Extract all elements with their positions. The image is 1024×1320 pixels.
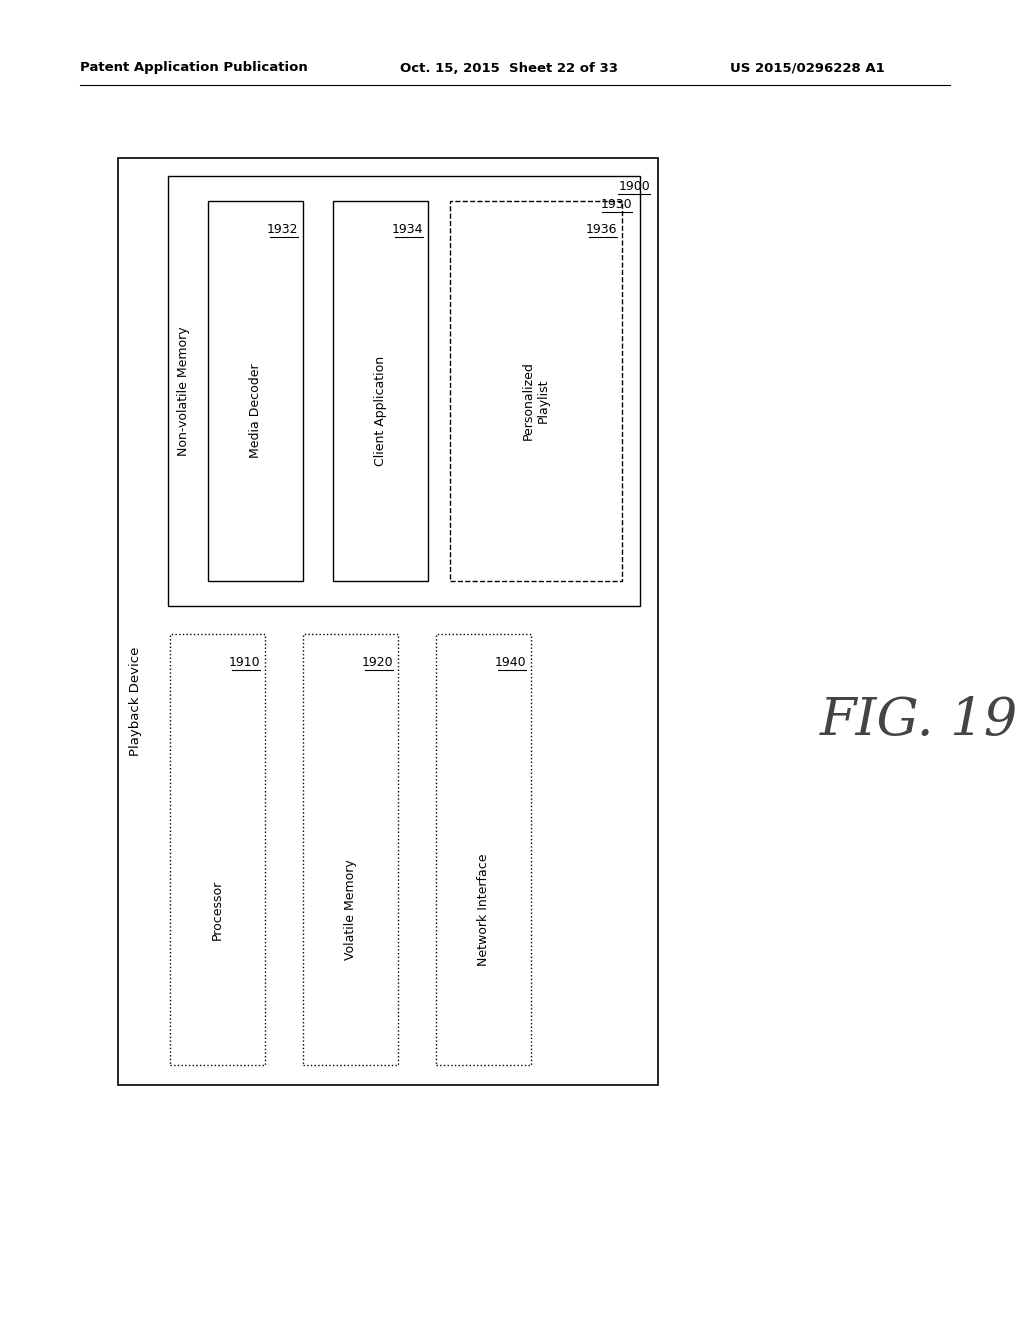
Text: Processor: Processor <box>211 879 224 940</box>
Text: Patent Application Publication: Patent Application Publication <box>80 62 308 74</box>
Bar <box>450 201 622 581</box>
Text: 1940: 1940 <box>495 656 526 669</box>
Bar <box>170 634 265 1065</box>
Text: 1900: 1900 <box>618 180 650 193</box>
Text: 1930: 1930 <box>600 198 632 211</box>
Bar <box>333 201 428 581</box>
Text: 1936: 1936 <box>586 223 617 236</box>
Text: 1910: 1910 <box>228 656 260 669</box>
Text: FIG. 19: FIG. 19 <box>820 694 1018 746</box>
Text: Media Decoder: Media Decoder <box>249 364 262 458</box>
Text: 1934: 1934 <box>391 223 423 236</box>
Text: 1920: 1920 <box>361 656 393 669</box>
Bar <box>303 634 398 1065</box>
Text: Oct. 15, 2015  Sheet 22 of 33: Oct. 15, 2015 Sheet 22 of 33 <box>400 62 618 74</box>
Text: Personalized
Playlist: Personalized Playlist <box>522 362 550 441</box>
Text: Client Application: Client Application <box>374 356 387 466</box>
Text: Network Interface: Network Interface <box>477 853 490 966</box>
Bar <box>208 201 303 581</box>
Text: Playback Device: Playback Device <box>129 647 142 756</box>
Text: Non-volatile Memory: Non-volatile Memory <box>177 326 190 455</box>
Text: US 2015/0296228 A1: US 2015/0296228 A1 <box>730 62 885 74</box>
Text: Volatile Memory: Volatile Memory <box>344 859 357 960</box>
Bar <box>436 634 531 1065</box>
Text: 1932: 1932 <box>266 223 298 236</box>
Bar <box>118 158 658 1085</box>
Bar <box>168 176 640 606</box>
